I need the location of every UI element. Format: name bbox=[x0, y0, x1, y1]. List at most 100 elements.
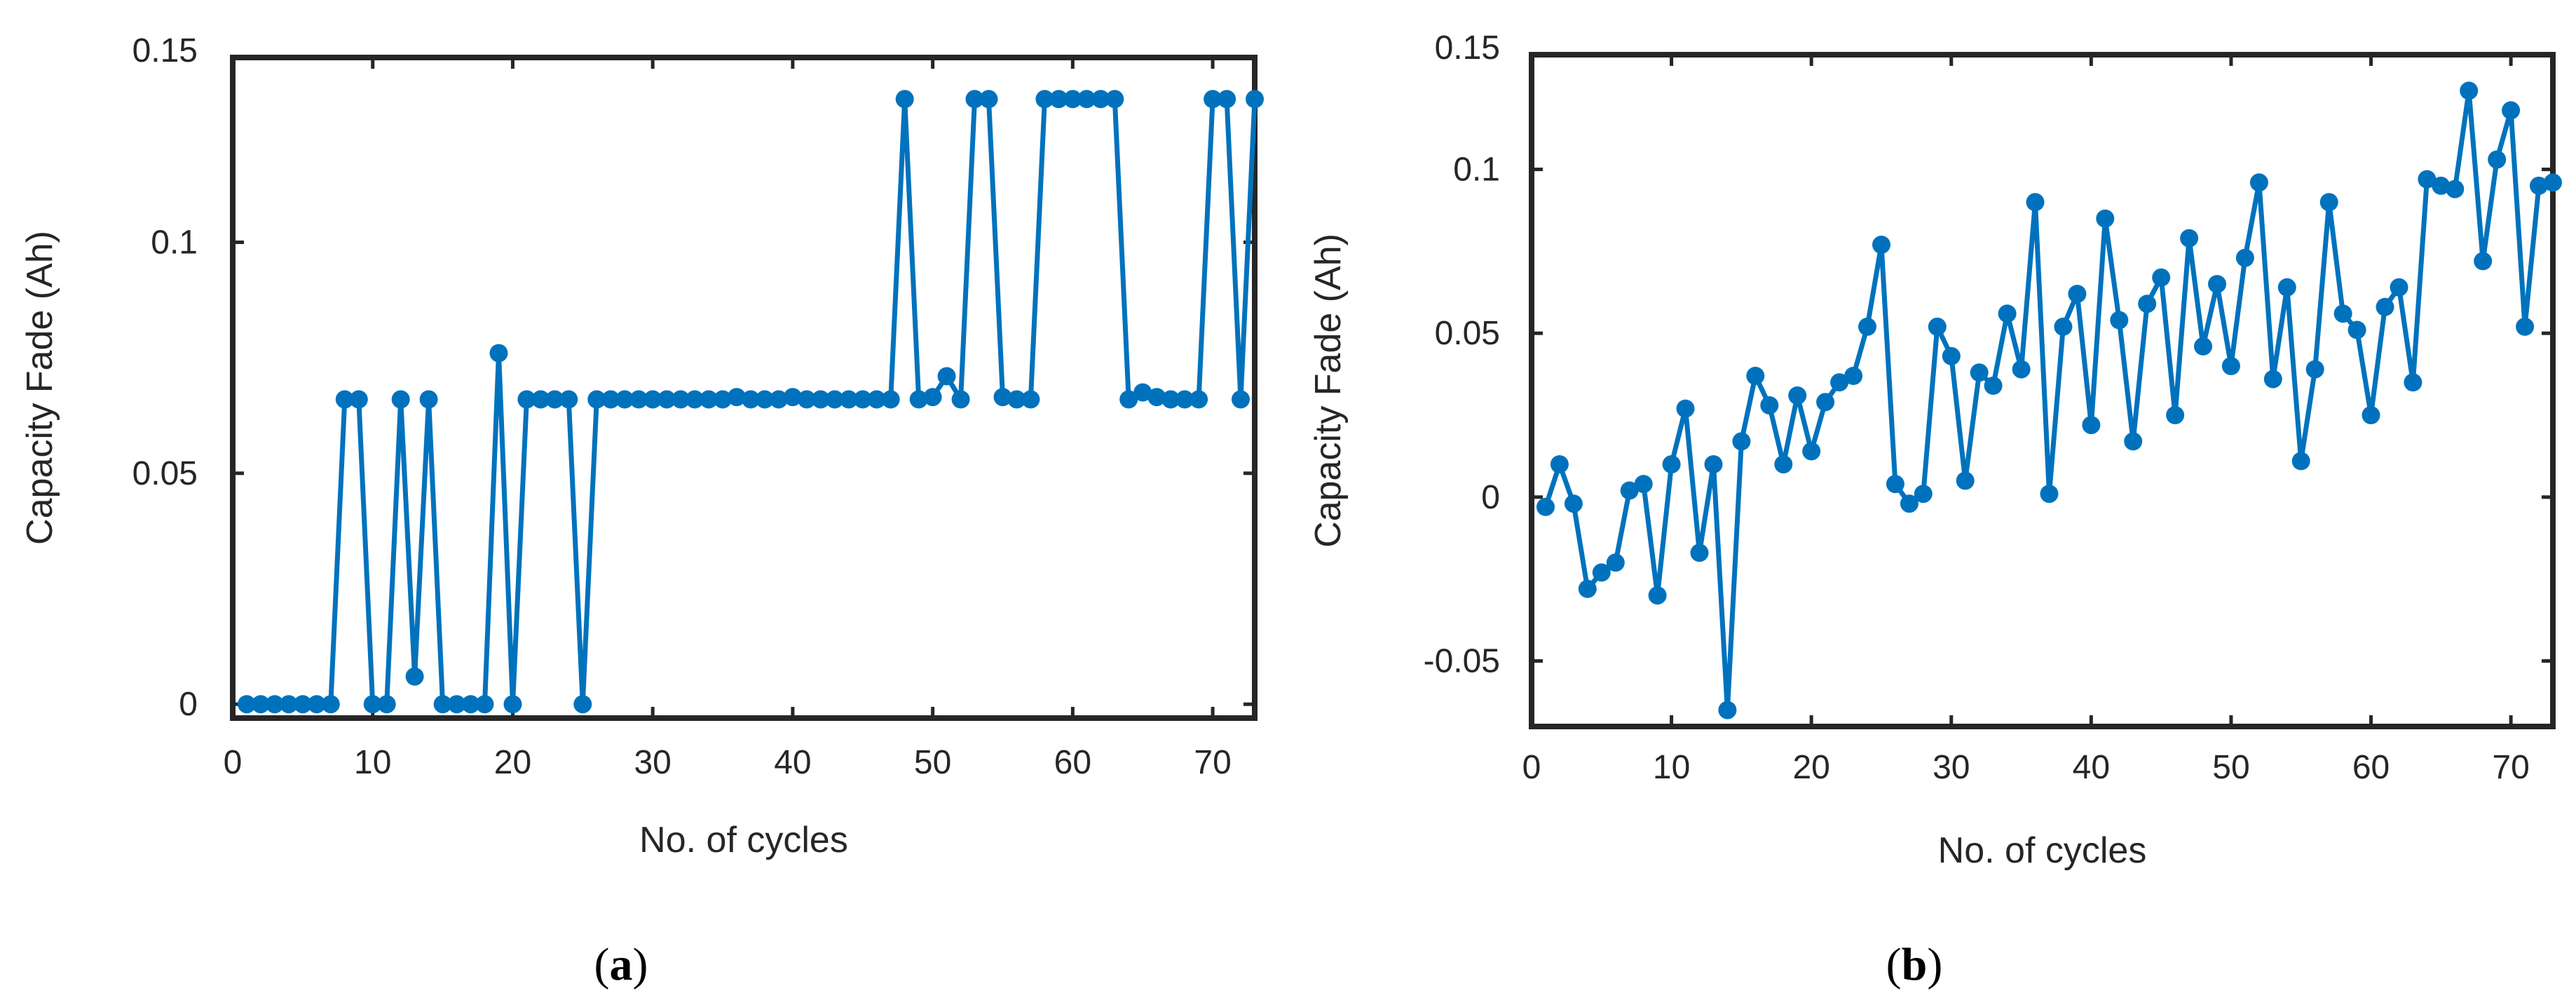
data-point bbox=[853, 390, 872, 409]
data-point bbox=[2362, 406, 2380, 424]
data-point bbox=[489, 344, 508, 363]
data-point bbox=[825, 390, 844, 409]
data-point bbox=[2235, 248, 2254, 267]
data-point bbox=[2390, 278, 2408, 297]
data-point bbox=[1175, 390, 1194, 409]
data-point bbox=[2333, 304, 2352, 323]
axes-frame bbox=[230, 55, 1258, 721]
data-point bbox=[1704, 455, 1723, 474]
data-point bbox=[895, 90, 914, 109]
data-point bbox=[2040, 485, 2059, 503]
data-point bbox=[686, 390, 704, 409]
data-point bbox=[1676, 399, 1695, 418]
data-point bbox=[783, 388, 802, 407]
x-tick-label: 20 bbox=[494, 744, 531, 781]
data-point bbox=[2096, 209, 2115, 228]
data-point bbox=[293, 695, 312, 714]
data-point bbox=[573, 695, 592, 714]
data-point bbox=[937, 367, 956, 386]
data-point bbox=[2152, 268, 2171, 287]
data-point bbox=[1788, 386, 1807, 405]
y-tick-label: 0.1 bbox=[1453, 151, 1500, 189]
data-point bbox=[756, 390, 774, 409]
data-point bbox=[447, 695, 466, 714]
data-point bbox=[391, 390, 410, 409]
y-tick-label: 0 bbox=[179, 686, 198, 723]
x-tick-label: 50 bbox=[2212, 749, 2249, 786]
data-point bbox=[909, 390, 928, 409]
x-tick-label: 70 bbox=[1194, 744, 1231, 781]
data-point bbox=[349, 390, 368, 409]
x-tick-label: 30 bbox=[634, 744, 671, 781]
data-point bbox=[2194, 337, 2212, 356]
x-tick-label: 70 bbox=[2492, 749, 2529, 786]
data-point bbox=[2263, 370, 2282, 388]
data-point bbox=[923, 388, 942, 407]
data-point bbox=[1830, 373, 1849, 392]
data-point bbox=[965, 90, 984, 109]
data-point bbox=[587, 390, 606, 409]
data-point bbox=[503, 695, 522, 714]
data-point bbox=[629, 390, 648, 409]
x-axis-label: No. of cycles bbox=[639, 820, 848, 860]
data-point bbox=[1035, 90, 1054, 109]
x-tick-label: 60 bbox=[2352, 749, 2390, 786]
data-point bbox=[1620, 481, 1639, 500]
data-point bbox=[2166, 406, 2185, 424]
data-point bbox=[1816, 393, 1835, 412]
data-point bbox=[1077, 90, 1096, 109]
data-point bbox=[2347, 320, 2366, 339]
data-point bbox=[419, 390, 438, 409]
data-point bbox=[672, 390, 690, 409]
data-point bbox=[1190, 390, 1208, 409]
data-point bbox=[601, 390, 620, 409]
y-tick-label: 0.1 bbox=[151, 224, 198, 261]
x-tick-label: 60 bbox=[1054, 744, 1091, 781]
data-point bbox=[2446, 180, 2465, 198]
data-point bbox=[1984, 377, 2003, 395]
chart-panel-a: 0 10 20 30 40 50 60 70 0 0.05 0.1 0.15 No. of cycles… bbox=[20, 32, 1264, 860]
data-point bbox=[1746, 367, 1765, 385]
data-point bbox=[377, 695, 396, 714]
data-point bbox=[881, 390, 900, 409]
data-point bbox=[951, 390, 970, 409]
data-point bbox=[1858, 317, 1876, 336]
data-point bbox=[1232, 390, 1250, 409]
y-tick-label: 0.15 bbox=[1435, 29, 1500, 67]
data-point bbox=[2516, 317, 2535, 336]
data-point bbox=[279, 695, 298, 714]
data-point bbox=[517, 390, 536, 409]
data-point bbox=[867, 390, 886, 409]
data-point bbox=[1914, 485, 1933, 503]
caption-b: (b) bbox=[1886, 939, 1943, 990]
data-point bbox=[251, 695, 270, 714]
data-point bbox=[1928, 317, 1947, 336]
data-point bbox=[2208, 275, 2226, 294]
data-point bbox=[728, 388, 746, 407]
data-point bbox=[811, 390, 830, 409]
data-point bbox=[1718, 701, 1737, 719]
data-point bbox=[405, 667, 424, 686]
data-point bbox=[1218, 90, 1236, 109]
y-axis-label: Capacity Fade (Ah) bbox=[1308, 234, 1349, 548]
data-point bbox=[1900, 494, 1919, 513]
data-point bbox=[1690, 543, 1709, 562]
data-point bbox=[769, 390, 788, 409]
data-point bbox=[700, 390, 718, 409]
data-point bbox=[1802, 442, 1821, 461]
x-tick-label: 0 bbox=[1522, 749, 1541, 786]
data-point bbox=[2418, 170, 2437, 189]
data-point bbox=[2376, 297, 2394, 316]
data-point bbox=[559, 390, 578, 409]
data-point bbox=[1732, 432, 1751, 451]
data-point bbox=[797, 390, 816, 409]
data-point bbox=[2432, 176, 2451, 195]
data-point bbox=[2305, 360, 2324, 379]
y-tick-label: 0 bbox=[1481, 479, 1500, 516]
data-point bbox=[238, 695, 256, 714]
data-point bbox=[2474, 252, 2493, 271]
data-point bbox=[307, 695, 326, 714]
data-point bbox=[1634, 475, 1653, 494]
data-point bbox=[1246, 90, 1264, 109]
data-point bbox=[657, 390, 676, 409]
